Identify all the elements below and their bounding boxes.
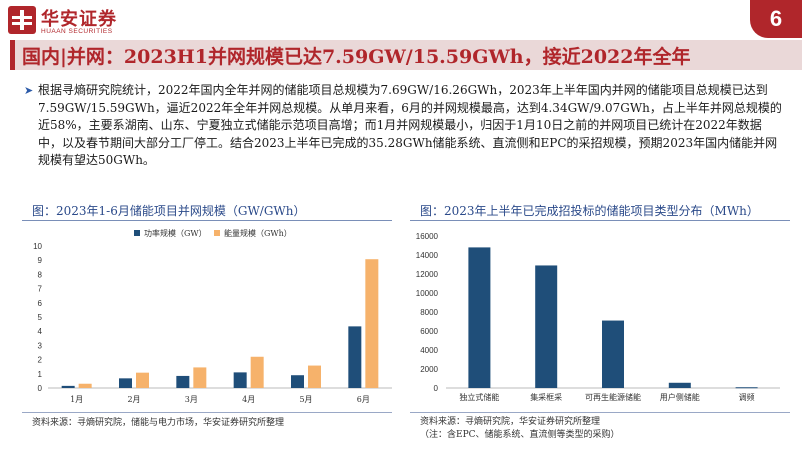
y-tick-label: 9 [38, 256, 43, 265]
bar-energy [78, 383, 92, 388]
bar-project-type [535, 265, 558, 388]
bar-power [348, 326, 362, 388]
x-category-label: 调频 [739, 392, 755, 402]
y-tick-label: 0 [434, 384, 439, 393]
title-accent [10, 40, 15, 70]
x-category-label: 5月 [299, 395, 312, 404]
bar-energy [308, 365, 321, 388]
y-tick-label: 3 [38, 341, 43, 350]
legend-label-1: 能量规模（GWh） [224, 228, 292, 238]
x-category-label: 6月 [357, 395, 370, 404]
bar-project-type [602, 320, 624, 388]
x-category-label: 集采框采 [530, 392, 562, 402]
x-category-label: 用户侧储能 [660, 392, 700, 402]
y-tick-label: 2000 [420, 365, 438, 374]
right-chart-rule [410, 220, 790, 221]
y-tick-label: 7 [38, 285, 43, 294]
bar-power [291, 375, 304, 388]
left-bar-chart: 功率规模（GW） 能量规模（GWh） 0 1 2 3 4 5 6 7 8 9 10 1月 2月 3月 4月 5月 6… [33, 228, 392, 404]
x-category-label: 4月 [242, 395, 255, 404]
logo-text-cn: 华安证券 [41, 9, 117, 30]
logo-text-en: HUAAN SECURITIES [41, 28, 113, 35]
company-logo: 华安证券 HUAAN SECURITIES [8, 4, 118, 40]
x-category-label: 2月 [127, 395, 140, 404]
right-chart-source-1: 资料来源：寻熵研究院，华安证券研究所整理 [420, 417, 601, 427]
y-tick-label: 6000 [420, 327, 438, 336]
y-tick-label: 12000 [416, 270, 439, 279]
logo-mark-icon [8, 6, 36, 34]
title-bar [10, 40, 802, 70]
right-bar-chart: 0 2000 4000 6000 8000 10000 12000 14000 16000 独立式… [416, 232, 780, 402]
page-number: 6 [750, 0, 802, 38]
bar-project-type [468, 247, 491, 388]
bar-power [233, 372, 247, 388]
left-source-rule [22, 412, 392, 413]
y-tick-label: 8 [38, 270, 43, 279]
y-tick-label: 0 [38, 384, 43, 393]
legend-swatch-0 [134, 230, 140, 236]
bullet-arrow-icon: ➤ [24, 84, 34, 97]
y-tick-label: 1 [38, 370, 43, 379]
y-tick-label: 2 [38, 356, 43, 365]
slide-title: 国内|并网：2023H1并网规模已达7.59GW/15.59GWh，接近2022… [22, 46, 691, 68]
bar-power [119, 378, 132, 388]
x-category-label: 独立式储能 [459, 392, 499, 402]
x-category-label: 1月 [70, 395, 83, 404]
bar-energy [250, 356, 264, 388]
bar-power [176, 375, 190, 388]
bar-project-type [668, 382, 691, 388]
left-chart-rule [22, 220, 392, 221]
y-tick-label: 16000 [416, 232, 439, 241]
summary-paragraph: ➤ 根据寻熵研究院统计，2022年国内全年并网的储能项目总规模为7.69GW/1… [24, 82, 784, 170]
bar-energy [365, 259, 379, 388]
x-category-label: 3月 [185, 395, 198, 404]
bar-project-type [735, 387, 758, 389]
right-chart-title: 图：2023年上半年已完成招投标的储能项目类型分布（MWh） [420, 204, 759, 218]
left-chart-title: 图：2023年1-6月储能项目并网规模（GW/GWh） [32, 204, 306, 218]
y-tick-label: 6 [38, 299, 43, 308]
bar-power [61, 385, 75, 388]
legend-label-0: 功率规模（GW） [144, 228, 207, 238]
y-tick-label: 14000 [416, 251, 439, 260]
y-tick-label: 4 [38, 327, 43, 336]
legend-swatch-1 [214, 230, 220, 236]
y-tick-label: 10000 [416, 289, 439, 298]
right-source-rule [410, 412, 790, 413]
y-tick-label: 10 [33, 242, 42, 251]
bar-energy [193, 367, 207, 388]
y-tick-label: 4000 [420, 346, 438, 355]
x-category-label: 可再生能源储能 [585, 392, 641, 402]
left-chart-source: 资料来源：寻熵研究院，储能与电力市场，华安证券研究所整理 [32, 418, 285, 428]
bar-energy [136, 372, 149, 388]
summary-text: 根据寻熵研究院统计，2022年国内全年并网的储能项目总规模为7.69GW/16.… [38, 83, 782, 167]
y-tick-label: 5 [38, 313, 43, 322]
y-tick-label: 8000 [420, 308, 438, 317]
right-chart-source-2: （注：含EPC、储能系统、直流侧等类型的采购） [420, 430, 620, 440]
